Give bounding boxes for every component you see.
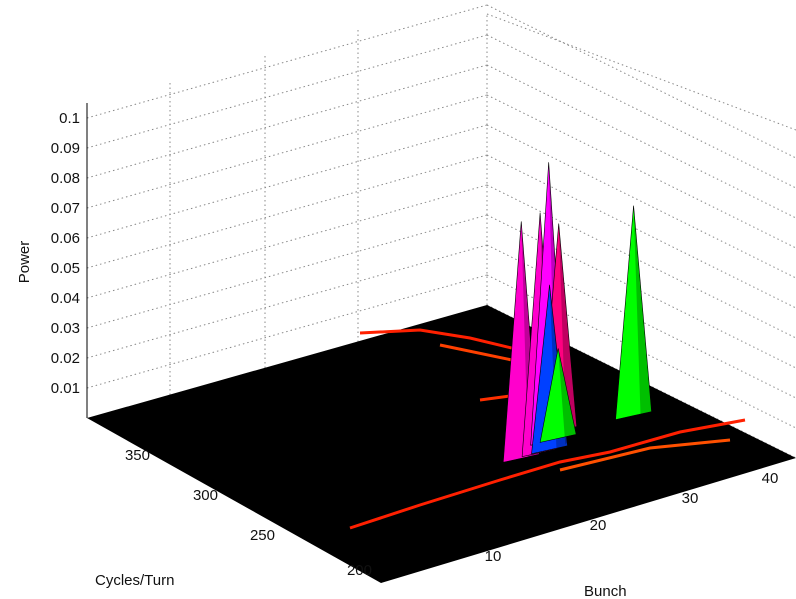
- grid-line: [86, 94, 488, 209]
- z-tick-label: 0.08: [51, 170, 80, 187]
- z-tick-label: 0.1: [59, 110, 80, 127]
- x-tick-labels: 10 20 30 40: [485, 470, 779, 565]
- peak-shade: [558, 223, 577, 437]
- grid-line: [486, 154, 796, 309]
- grid-line: [86, 34, 488, 149]
- z-axis-label: Power: [16, 241, 33, 284]
- x-tick-label: 40: [762, 470, 779, 487]
- x-axis-label: Bunch: [584, 583, 627, 599]
- grid-line: [486, 13, 796, 131]
- x-tick-label: 30: [682, 490, 699, 507]
- floor-ridge: [559, 438, 731, 472]
- grid-line: [486, 94, 796, 249]
- peak-shade: [558, 348, 577, 445]
- grid-line: [486, 124, 796, 279]
- grid-line: [86, 184, 488, 299]
- z-tick-label: 0.06: [51, 230, 80, 247]
- grid-line: [486, 184, 796, 339]
- y-axis-label: Cycles/Turn: [95, 572, 174, 589]
- grid-line: [86, 214, 488, 329]
- peak-mark: [539, 348, 577, 443]
- z-tick-label: 0.04: [51, 290, 80, 307]
- peak-surfaces: [502, 162, 652, 465]
- grid-line: [86, 154, 488, 269]
- z-tick-label: 0.01: [51, 380, 80, 397]
- floor-ridge: [349, 418, 746, 530]
- y-tick-label: 200: [347, 562, 372, 579]
- grid-line: [86, 4, 488, 119]
- z-tick-label: 0.09: [51, 140, 80, 157]
- y-tick-label: 250: [250, 527, 275, 544]
- grid-line: [486, 4, 796, 159]
- x-tick-label: 10: [485, 548, 502, 565]
- grid-line: [486, 34, 796, 189]
- y-tick-labels: 200 250 300 350: [125, 447, 372, 579]
- grid-line: [86, 64, 488, 179]
- z-tick-label: 0.02: [51, 350, 80, 367]
- grid-line: [486, 214, 796, 369]
- x-tick-label: 20: [590, 517, 607, 534]
- grid-line: [486, 64, 796, 219]
- grid-line: [86, 274, 488, 389]
- grid-line: [86, 244, 488, 359]
- z-tick-label: 0.07: [51, 200, 80, 217]
- peak-shade: [633, 205, 652, 422]
- floor-plane: [87, 305, 796, 583]
- z-tick-label: 0.03: [51, 320, 80, 337]
- peak-mark: [615, 205, 652, 421]
- grid-line: [86, 124, 488, 239]
- z-tick-label: 0.05: [51, 260, 80, 277]
- y-tick-label: 300: [193, 487, 218, 504]
- z-tick-labels: 0.01 0.02 0.03 0.04 0.05 0.06 0.07 0.08 0.09 0.1: [51, 110, 80, 397]
- y-tick-label: 350: [125, 447, 150, 464]
